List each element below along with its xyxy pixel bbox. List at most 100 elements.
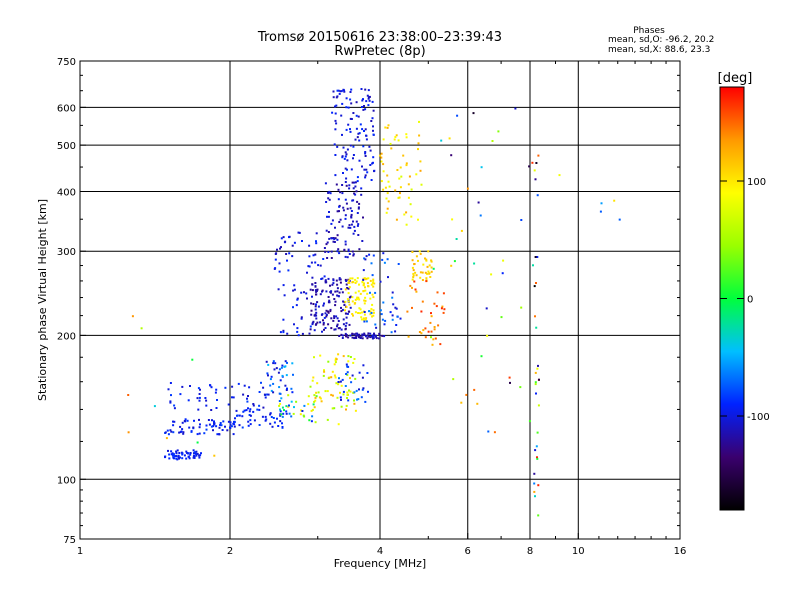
data-point: [396, 315, 399, 318]
data-point: [372, 311, 375, 314]
data-point: [335, 315, 338, 318]
data-point: [349, 91, 352, 93]
data-point: [279, 392, 282, 395]
data-point: [331, 407, 334, 410]
data-point: [533, 169, 536, 172]
data-point: [349, 98, 352, 101]
data-point: [537, 484, 540, 487]
data-point: [348, 279, 350, 282]
data-point: [285, 389, 288, 391]
data-point: [179, 393, 182, 396]
data-point: [335, 183, 338, 186]
data-point: [357, 234, 360, 236]
data-point: [372, 129, 374, 132]
data-point: [343, 90, 346, 93]
data-point: [493, 431, 496, 434]
data-point: [171, 452, 174, 455]
data-point: [341, 308, 344, 311]
data-point: [325, 290, 328, 293]
data-point: [345, 316, 348, 319]
data-point: [384, 126, 387, 129]
data-point: [338, 210, 340, 213]
data-point: [342, 146, 345, 149]
data-point: [319, 354, 322, 357]
data-point: [378, 337, 380, 340]
data-point: [280, 366, 283, 369]
data-point: [407, 335, 410, 338]
data-point: [303, 291, 305, 294]
data-point: [534, 371, 537, 374]
data-point: [425, 259, 428, 262]
data-points: [127, 88, 621, 517]
data-point: [195, 454, 198, 457]
data-point: [296, 297, 299, 300]
data-point: [311, 379, 314, 382]
data-point: [315, 232, 318, 235]
data-point: [369, 279, 372, 282]
data-point: [358, 388, 360, 391]
data-point: [246, 397, 248, 400]
data-point: [354, 311, 357, 314]
data-point: [399, 166, 402, 169]
data-point: [362, 108, 365, 111]
data-point: [373, 169, 376, 172]
data-point: [405, 133, 408, 136]
data-point: [288, 404, 290, 407]
data-point: [341, 133, 343, 136]
data-point: [347, 106, 350, 109]
data-point: [231, 396, 233, 399]
data-point: [370, 262, 373, 265]
data-point: [344, 332, 347, 335]
data-point: [373, 332, 375, 335]
data-point: [275, 252, 278, 255]
data-point: [319, 293, 322, 296]
data-point: [359, 336, 362, 339]
data-point: [193, 456, 196, 459]
data-point: [346, 298, 349, 301]
data-point: [534, 256, 537, 258]
data-point: [229, 423, 232, 426]
data-point: [386, 258, 389, 261]
data-point: [349, 390, 352, 393]
data-point: [358, 202, 361, 205]
data-point: [339, 380, 342, 383]
data-point: [497, 130, 500, 133]
data-point: [533, 472, 536, 475]
data-point: [285, 412, 288, 415]
data-point: [270, 416, 273, 418]
phase-stats-o: mean, sd,O: -96.2, 20.2: [608, 35, 714, 45]
data-point: [372, 309, 375, 312]
data-point: [537, 364, 539, 367]
data-point: [354, 181, 357, 184]
data-point: [153, 405, 156, 408]
data-point: [387, 276, 389, 279]
data-point: [437, 324, 440, 327]
data-point: [293, 284, 296, 287]
data-point: [360, 318, 363, 321]
data-point: [327, 277, 330, 280]
data-point: [343, 248, 346, 251]
data-point: [363, 313, 366, 316]
data-point: [127, 394, 130, 396]
data-point: [357, 223, 360, 226]
data-point: [357, 296, 360, 299]
data-point: [366, 94, 369, 97]
data-point: [363, 332, 366, 335]
data-point: [269, 412, 272, 415]
data-point: [351, 333, 354, 336]
data-point: [340, 306, 342, 309]
x-tick-label: 4: [377, 546, 383, 557]
data-point: [395, 218, 398, 221]
data-point: [361, 333, 364, 336]
x-tick-label: 16: [674, 546, 687, 557]
data-point: [382, 252, 385, 255]
data-point: [282, 412, 285, 415]
data-point: [341, 155, 344, 158]
data-point: [409, 284, 412, 287]
data-point: [274, 258, 277, 261]
data-point: [241, 415, 244, 418]
data-point: [249, 423, 252, 426]
data-point: [293, 288, 296, 291]
data-point: [334, 105, 336, 108]
data-point: [533, 285, 536, 288]
